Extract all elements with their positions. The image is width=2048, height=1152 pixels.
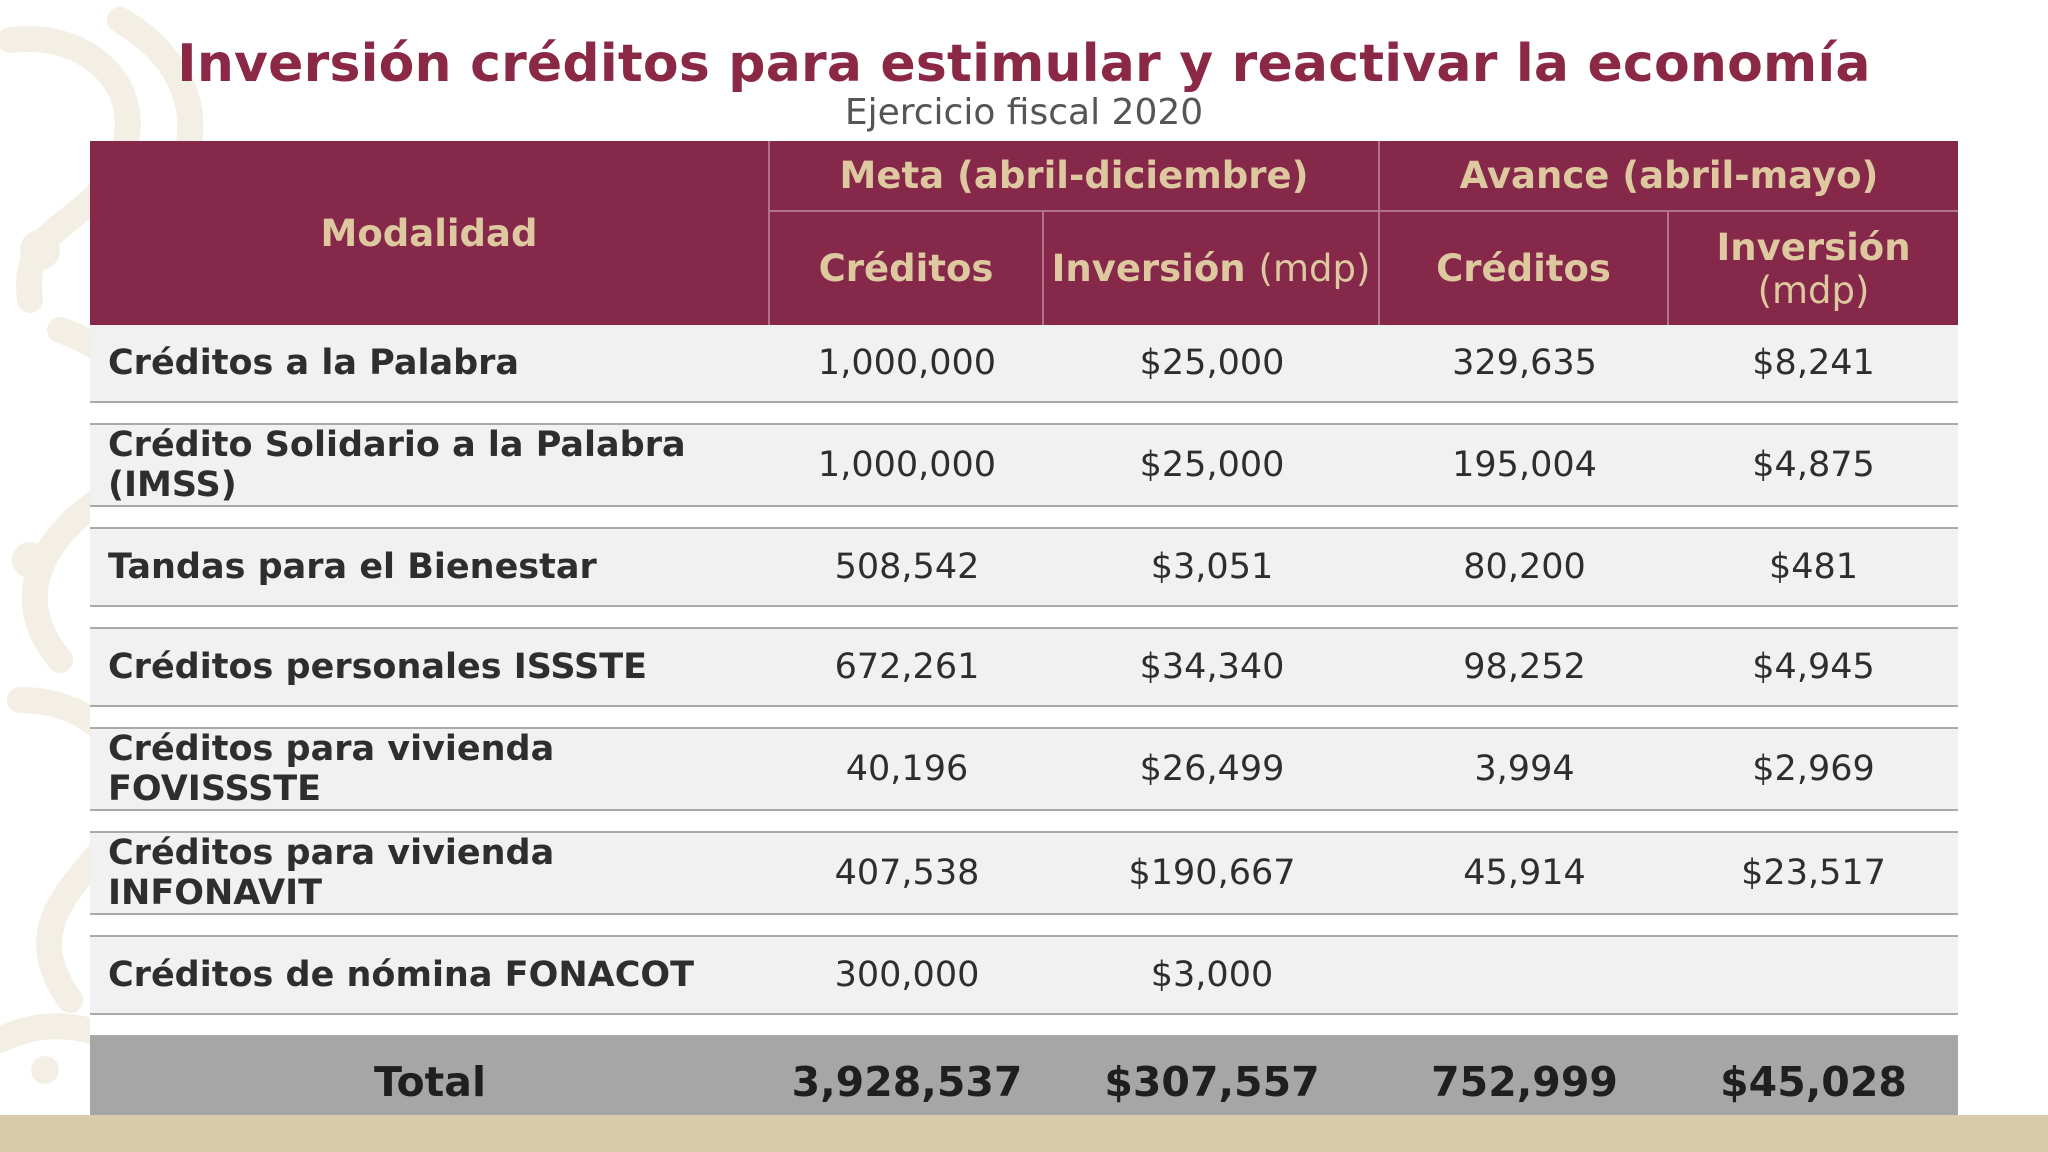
- credits-table: Modalidad Meta (abril-diciembre) Avance …: [90, 141, 1959, 1127]
- cell-avance-creditos: [1380, 937, 1670, 1015]
- page-title: Inversión créditos para estimular y reac…: [177, 34, 1871, 94]
- cell-avance-creditos: 3,994: [1380, 729, 1670, 811]
- cell-avance-inversion: $481: [1669, 529, 1959, 607]
- cell-modalidad: Créditos de nómina FONACOT: [90, 937, 770, 1015]
- row-spacer: [90, 811, 1959, 833]
- total-label: Total: [90, 1037, 770, 1127]
- cell-meta-inversion: $190,667: [1044, 833, 1381, 915]
- cell-avance-creditos: 195,004: [1380, 425, 1670, 507]
- table-row: Tandas para el Bienestar 508,542 $3,051 …: [90, 529, 1959, 607]
- header-modalidad: Modalidad: [90, 141, 770, 325]
- cell-avance-inversion: $4,875: [1669, 425, 1959, 507]
- header-row-groups: Modalidad Meta (abril-diciembre) Avance …: [90, 141, 1959, 325]
- cell-modalidad: Créditos personales ISSSTE: [90, 629, 770, 707]
- row-spacer: [90, 607, 1959, 629]
- cell-avance-inversion: $8,241: [1669, 325, 1959, 403]
- cell-modalidad: Crédito Solidario a la Palabra (IMSS): [90, 425, 770, 507]
- footer-band: [0, 1115, 2048, 1152]
- cell-modalidad: Créditos para vivienda INFONAVIT: [90, 833, 770, 915]
- header-avance-inversion-unit: (mdp): [1757, 268, 1870, 312]
- total-meta-creditos: 3,928,537: [770, 1037, 1044, 1127]
- cell-meta-creditos: 1,000,000: [770, 425, 1044, 507]
- header-meta-inversion: Inversión (mdp): [1044, 212, 1381, 325]
- table-row: Créditos de nómina FONACOT 300,000 $3,00…: [90, 937, 1959, 1015]
- header-row-columns: Créditos Inversión (mdp) Créditos Invers…: [90, 212, 1959, 325]
- header-avance: Avance (abril-mayo): [1380, 141, 1959, 212]
- cell-meta-creditos: 508,542: [770, 529, 1044, 607]
- header-meta: Meta (abril-diciembre): [770, 141, 1381, 212]
- page-subtitle: Ejercicio fiscal 2020: [844, 92, 1204, 133]
- row-spacer: [90, 1015, 1959, 1037]
- total-row: Total 3,928,537 $307,557 752,999 $45,028: [90, 1037, 1959, 1127]
- row-spacer: [90, 915, 1959, 937]
- cell-avance-inversion: [1669, 937, 1959, 1015]
- header-meta-inversion-label: Inversión: [1051, 247, 1246, 290]
- row-spacer: [90, 403, 1959, 425]
- header-meta-inversion-unit: (mdp): [1258, 247, 1371, 290]
- cell-meta-inversion: $26,499: [1044, 729, 1381, 811]
- row-spacer: [90, 707, 1959, 729]
- cell-meta-creditos: 300,000: [770, 937, 1044, 1015]
- cell-avance-creditos: 98,252: [1380, 629, 1670, 707]
- row-spacer: [90, 507, 1959, 529]
- total-meta-inversion: $307,557: [1044, 1037, 1381, 1127]
- cell-avance-creditos: 80,200: [1380, 529, 1670, 607]
- table-row: Créditos para vivienda FOVISSSTE 40,196 …: [90, 729, 1959, 811]
- cell-meta-creditos: 407,538: [770, 833, 1044, 915]
- cell-avance-inversion: $23,517: [1669, 833, 1959, 915]
- table-row: Créditos a la Palabra 1,000,000 $25,000 …: [90, 325, 1959, 403]
- cell-meta-inversion: $25,000: [1044, 425, 1381, 507]
- cell-meta-creditos: 40,196: [770, 729, 1044, 811]
- cell-modalidad: Créditos a la Palabra: [90, 325, 770, 403]
- cell-avance-inversion: $2,969: [1669, 729, 1959, 811]
- cell-avance-creditos: 45,914: [1380, 833, 1670, 915]
- cell-meta-inversion: $3,051: [1044, 529, 1381, 607]
- header-meta-creditos: Créditos: [770, 212, 1044, 325]
- header-avance-inversion: Inversión (mdp): [1669, 212, 1959, 325]
- cell-meta-inversion: $25,000: [1044, 325, 1381, 403]
- cell-modalidad: Tandas para el Bienestar: [90, 529, 770, 607]
- total-avance-inversion: $45,028: [1669, 1037, 1959, 1127]
- header-avance-inversion-label: Inversión: [1716, 225, 1911, 269]
- table-row: Créditos personales ISSSTE 672,261 $34,3…: [90, 629, 1959, 707]
- header-avance-creditos: Créditos: [1380, 212, 1670, 325]
- cell-meta-creditos: 1,000,000: [770, 325, 1044, 403]
- total-avance-creditos: 752,999: [1380, 1037, 1670, 1127]
- cell-meta-creditos: 672,261: [770, 629, 1044, 707]
- table-row: Crédito Solidario a la Palabra (IMSS) 1,…: [90, 425, 1959, 507]
- cell-avance-inversion: $4,945: [1669, 629, 1959, 707]
- cell-avance-creditos: 329,635: [1380, 325, 1670, 403]
- cell-meta-inversion: $3,000: [1044, 937, 1381, 1015]
- table-row: Créditos para vivienda INFONAVIT 407,538…: [90, 833, 1959, 915]
- cell-meta-inversion: $34,340: [1044, 629, 1381, 707]
- cell-modalidad: Créditos para vivienda FOVISSSTE: [90, 729, 770, 811]
